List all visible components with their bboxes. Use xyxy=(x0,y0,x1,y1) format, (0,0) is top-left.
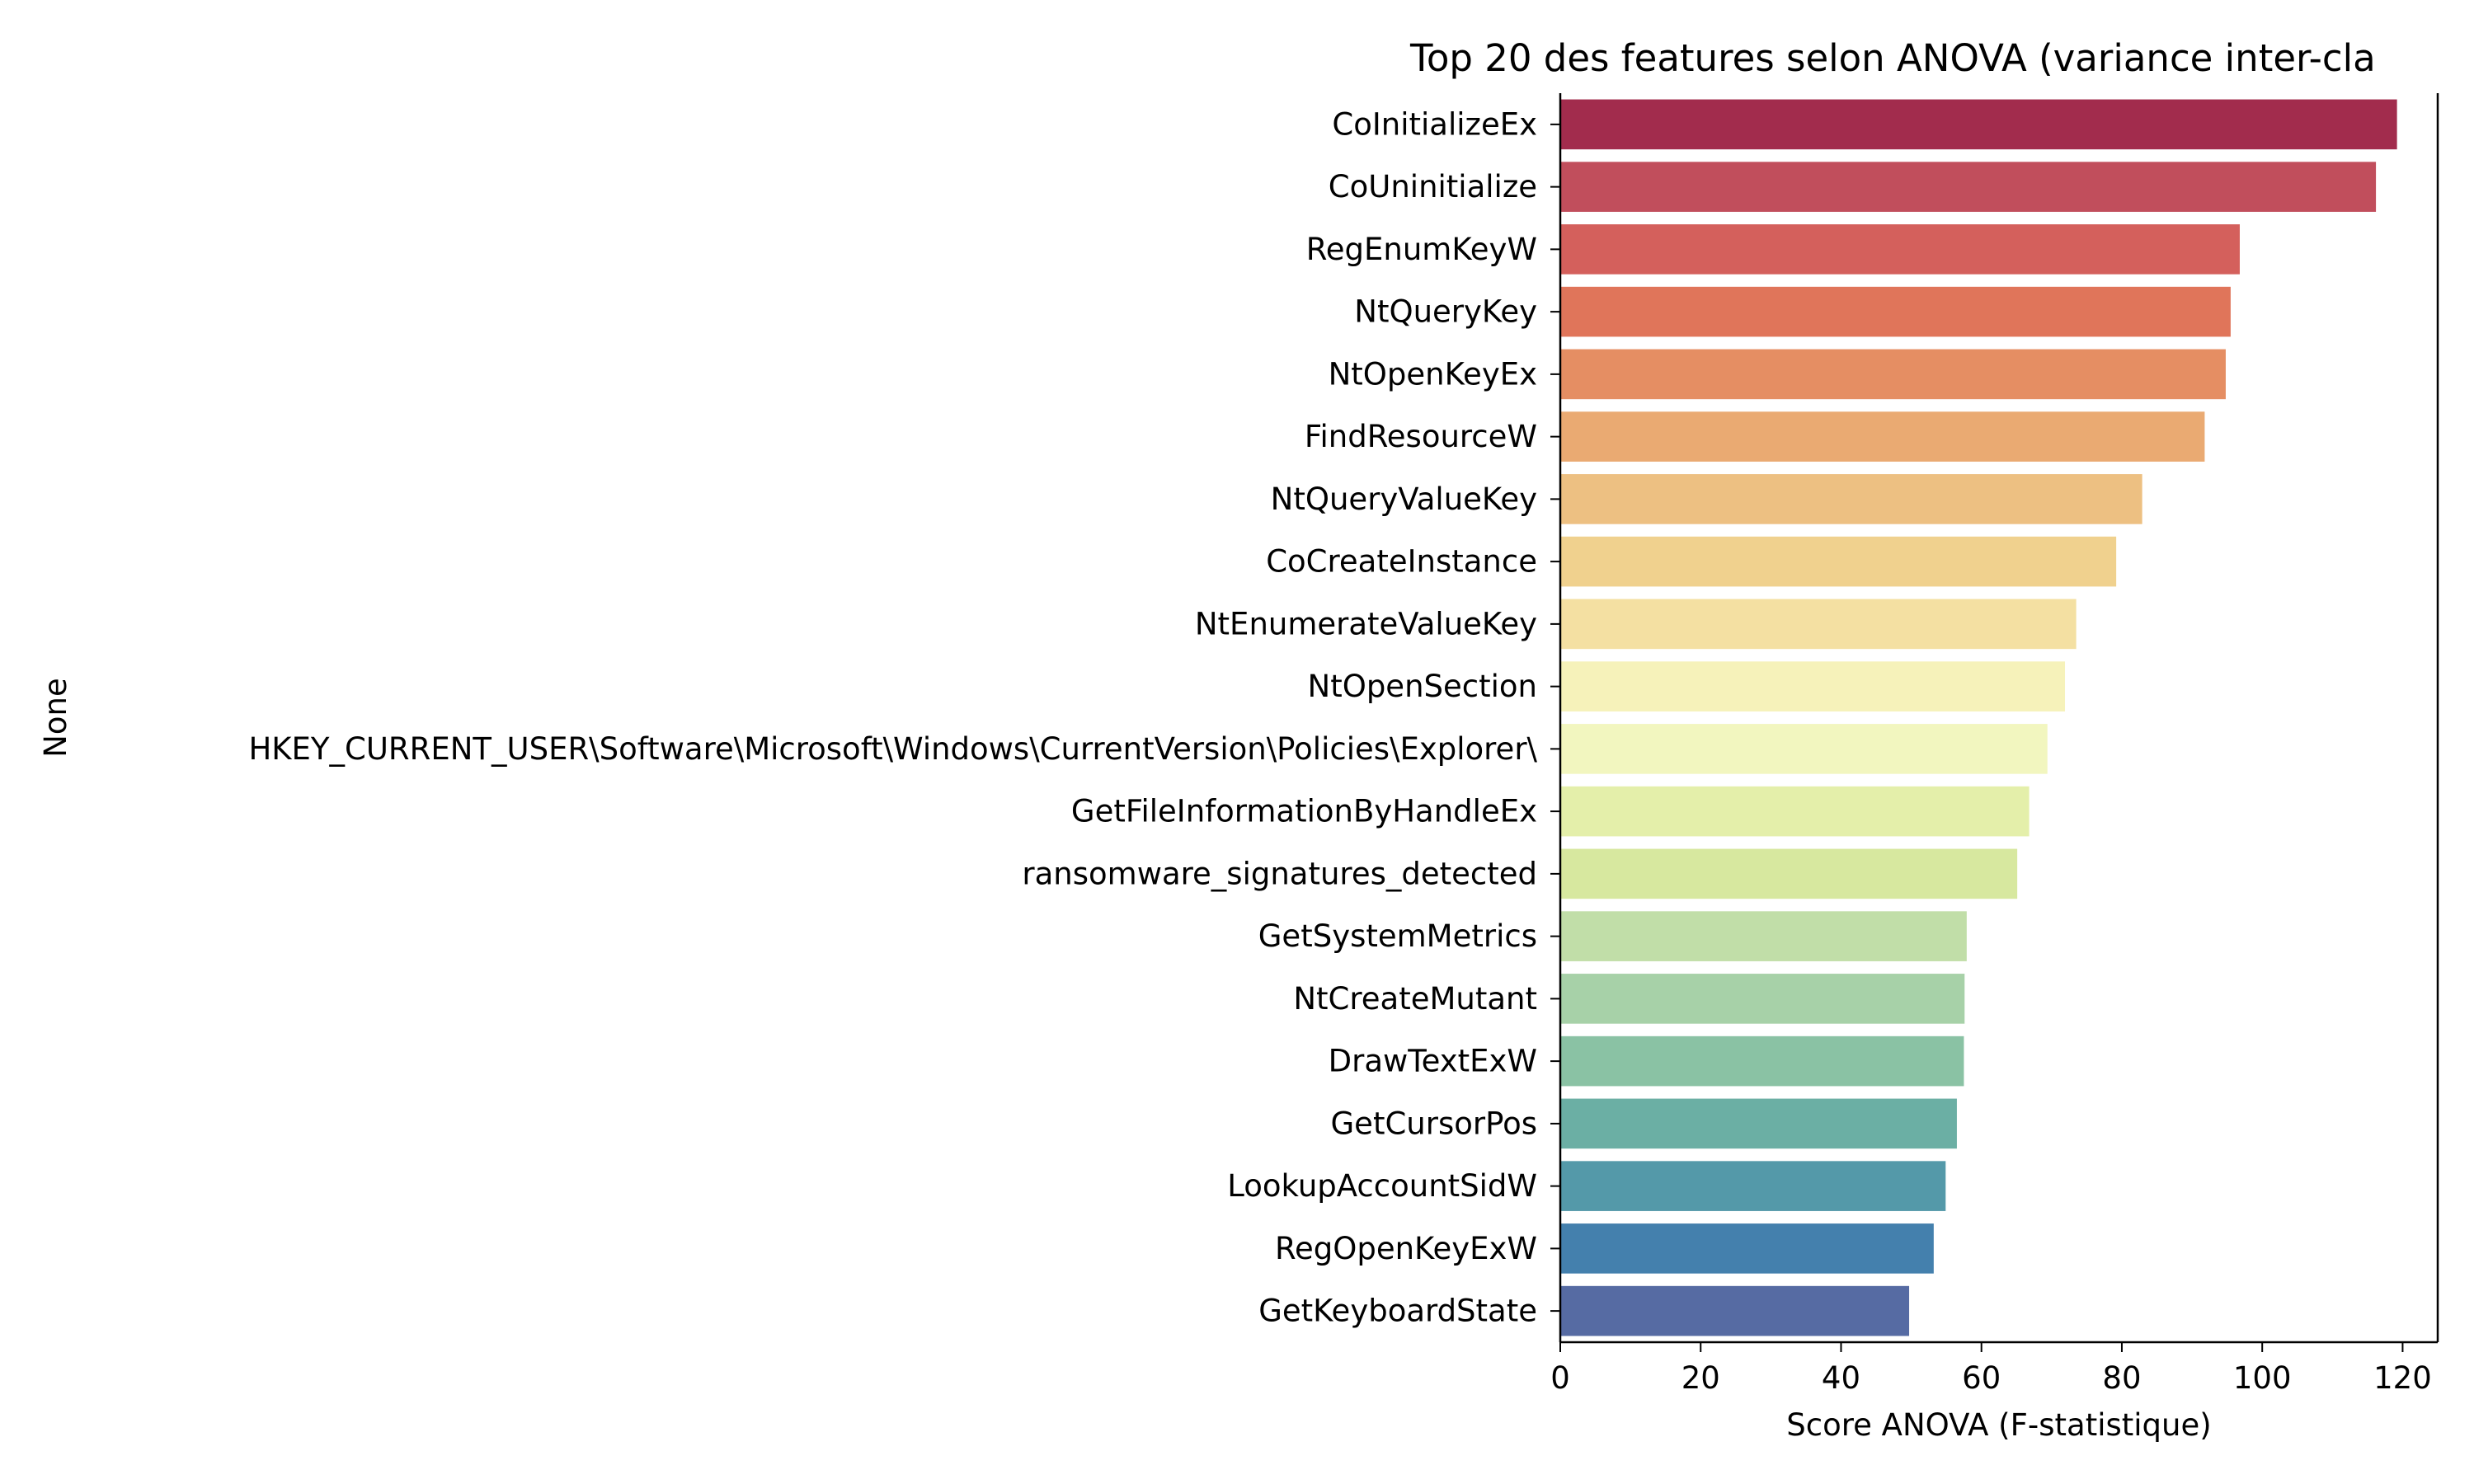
bar-16 xyxy=(1560,1098,1957,1149)
y-tick-label-9: NtOpenSection xyxy=(1308,669,1537,704)
y-tick-label-3: NtQueryKey xyxy=(1354,294,1537,330)
y-tick-labels: CoInitializeEx CoUninitialize RegEnumKeyW N… xyxy=(248,106,1537,1328)
bars-group xyxy=(1560,99,2397,1336)
bar-12 xyxy=(1560,848,2018,899)
bar-14 xyxy=(1560,974,1965,1024)
bar-4 xyxy=(1560,349,2226,400)
bar-2 xyxy=(1560,224,2240,275)
y-tick-label-2: RegEnumKeyW xyxy=(1306,232,1537,267)
bar-15 xyxy=(1560,1036,1964,1087)
bar-3 xyxy=(1560,286,2231,337)
y-tick-label-10: HKEY_CURRENT_USER\Software\Microsoft\Win… xyxy=(248,731,1537,767)
x-tick-label-5: 100 xyxy=(2233,1360,2292,1396)
bar-0 xyxy=(1560,99,2397,150)
x-ticks: 0 20 40 60 80 100 120 xyxy=(1550,1342,2432,1396)
bar-6 xyxy=(1560,474,2142,524)
bar-5 xyxy=(1560,411,2205,462)
x-tick-label-0: 0 xyxy=(1550,1360,1570,1396)
chart-title: Top 20 des features selon ANOVA (varianc… xyxy=(1409,36,2376,80)
y-tick-label-4: NtOpenKeyEx xyxy=(1329,356,1537,392)
y-tick-label-18: RegOpenKeyExW xyxy=(1275,1231,1537,1266)
bar-10 xyxy=(1560,724,2048,774)
bar-17 xyxy=(1560,1161,1946,1211)
y-tick-label-13: GetSystemMetrics xyxy=(1258,918,1537,954)
y-tick-label-15: DrawTextExW xyxy=(1329,1044,1537,1079)
x-tick-label-1: 20 xyxy=(1681,1360,1720,1396)
bar-9 xyxy=(1560,661,2066,711)
bar-13 xyxy=(1560,911,1967,961)
y-tick-label-6: NtQueryValueKey xyxy=(1271,481,1537,517)
bar-11 xyxy=(1560,786,2030,837)
y-axis-label: None xyxy=(38,678,73,758)
y-tick-marks xyxy=(1550,123,1560,1313)
x-axis-label: Score ANOVA (F-statistique) xyxy=(1786,1407,2211,1443)
x-tick-label-3: 60 xyxy=(1962,1360,2001,1396)
y-tick-label-0: CoInitializeEx xyxy=(1332,106,1537,142)
y-tick-label-17: LookupAccountSidW xyxy=(1227,1168,1537,1204)
bar-7 xyxy=(1560,536,2117,587)
x-tick-label-6: 120 xyxy=(2373,1360,2432,1396)
bar-1 xyxy=(1560,162,2377,212)
y-tick-label-16: GetCursorPos xyxy=(1331,1106,1537,1141)
bar-8 xyxy=(1560,599,2077,650)
y-tick-label-1: CoUninitialize xyxy=(1329,169,1537,204)
y-tick-label-5: FindResourceW xyxy=(1305,419,1537,454)
y-tick-label-12: ransomware_signatures_detected xyxy=(1022,856,1537,891)
y-tick-label-11: GetFileInformationByHandleEx xyxy=(1071,794,1537,829)
y-tick-label-19: GetKeyboardState xyxy=(1258,1294,1537,1329)
x-tick-label-2: 40 xyxy=(1822,1360,1860,1396)
y-tick-label-14: NtCreateMutant xyxy=(1293,981,1537,1017)
bar-18 xyxy=(1560,1223,1934,1274)
x-tick-label-4: 80 xyxy=(2102,1360,2141,1396)
bar-19 xyxy=(1560,1285,1910,1336)
y-tick-label-8: NtEnumerateValueKey xyxy=(1195,606,1537,641)
y-tick-label-7: CoCreateInstance xyxy=(1266,544,1537,580)
